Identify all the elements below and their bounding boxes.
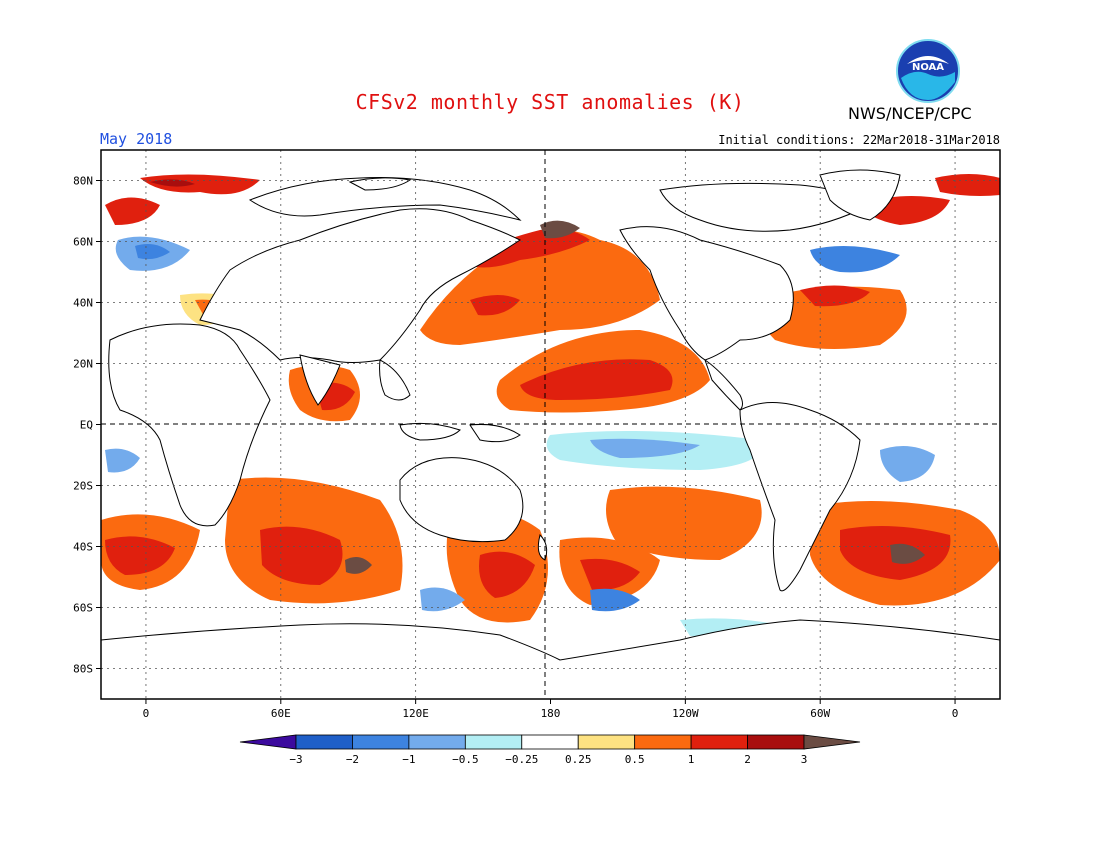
- colorbar: −3 −2 −1 −0.5 −0.25 0.25 0.5 1 2 3: [239, 734, 861, 766]
- colorbar-label: −1: [402, 753, 415, 766]
- lon-tick-label: 60W: [810, 707, 830, 720]
- lat-tick-label: 80N: [73, 175, 93, 188]
- colorbar-label: −0.25: [505, 753, 538, 766]
- lat-tick-label: 60S: [73, 602, 93, 615]
- lat-tick-label: EQ: [80, 419, 93, 432]
- lat-tick-label: 80S: [73, 663, 93, 676]
- colorbar-box: [690, 734, 748, 750]
- logo-text: NOAA: [912, 62, 944, 73]
- colorbar-label: 3: [801, 753, 808, 766]
- colorbar-label: 0.25: [565, 753, 592, 766]
- lat-tick-label: 20S: [73, 480, 93, 493]
- lon-tick-label: 60E: [271, 707, 291, 720]
- lat-tick-label: 60N: [73, 236, 93, 249]
- colorbar-box: [577, 734, 636, 750]
- colorbar-box: [352, 734, 410, 750]
- forecast-month: May 2018: [100, 130, 173, 148]
- colorbar-label: 0.5: [625, 753, 645, 766]
- colorbar-label: 1: [688, 753, 695, 766]
- continents: [101, 169, 1000, 699]
- colorbar-label: −0.5: [452, 753, 479, 766]
- colorbar-label: 2: [744, 753, 751, 766]
- lon-tick-label: 0: [143, 707, 150, 720]
- colorbar-label: −2: [346, 753, 359, 766]
- lon-tick-label: 0: [952, 707, 959, 720]
- colorbar-high-triangle: [803, 734, 861, 750]
- colorbar-box: [747, 734, 805, 750]
- colorbar-low-triangle: [239, 734, 297, 750]
- latitude-axis: 80N 60N 40N 20N EQ 20S 40S 60S 80S: [73, 175, 101, 676]
- colorbar-box: [464, 734, 523, 750]
- lon-tick-label: 180: [541, 707, 561, 720]
- longitude-axis: 0 60E 120E 180 120W 60W 0: [143, 699, 959, 720]
- lat-tick-label: 20N: [73, 358, 93, 371]
- chart-title: CFSv2 monthly SST anomalies (K): [355, 90, 745, 114]
- noaa-logo-icon: NOAA: [896, 39, 960, 103]
- colorbar-label: −3: [289, 753, 302, 766]
- agency-label: NWS/NCEP/CPC: [848, 104, 972, 123]
- initial-conditions: Initial conditions: 22Mar2018-31Mar2018: [718, 133, 1000, 147]
- lon-tick-label: 120W: [672, 707, 699, 720]
- colorbar-box: [295, 734, 353, 750]
- colorbar-box: [521, 734, 579, 750]
- colorbar-box: [634, 734, 692, 750]
- lon-tick-label: 120E: [402, 707, 429, 720]
- lat-tick-label: 40N: [73, 297, 93, 310]
- colorbar-box: [408, 734, 466, 750]
- map-grid: [101, 150, 1000, 699]
- lat-tick-label: 40S: [73, 541, 93, 554]
